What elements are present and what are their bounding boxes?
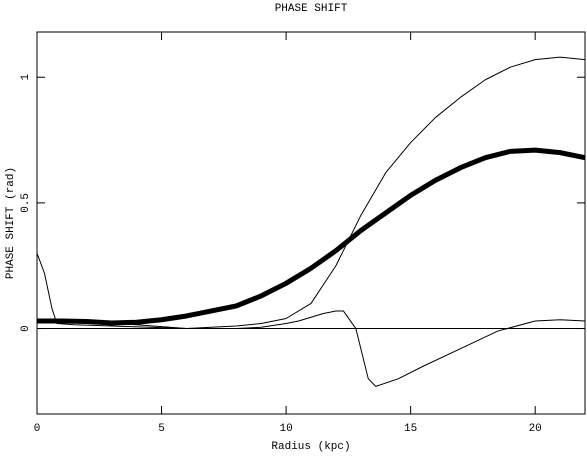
x-tick-label: 0: [34, 423, 41, 435]
plot-frame: [36, 31, 586, 415]
x-tick-label: 20: [529, 423, 542, 435]
x-tick-label: 5: [158, 423, 165, 435]
x-tick-label: 10: [279, 423, 292, 435]
chart-title: PHASE SHIFT: [275, 3, 348, 15]
y-tick-label: 0.5: [20, 193, 32, 213]
y-axis-label: PHASE SHIFT (rad): [5, 167, 17, 279]
data-line: [37, 147, 586, 326]
data-line: [36, 310, 586, 387]
y-tick-label: 0: [20, 325, 32, 332]
data-line: [36, 56, 586, 330]
x-axis-label: Radius (kpc): [271, 441, 350, 453]
y-tick-label: 1: [20, 74, 32, 81]
x-tick-label: 15: [404, 423, 417, 435]
